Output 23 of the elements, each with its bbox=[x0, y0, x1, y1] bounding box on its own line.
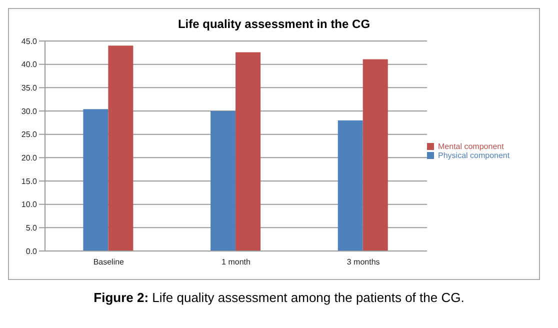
bar bbox=[338, 120, 363, 251]
y-tick-label: 35.0 bbox=[21, 84, 38, 93]
bar bbox=[108, 46, 134, 251]
y-tick-label: 30.0 bbox=[21, 106, 38, 116]
x-tick-label: 1 month bbox=[222, 258, 250, 267]
y-tick-label: 25.0 bbox=[21, 130, 38, 140]
y-tick-label: 10.0 bbox=[21, 200, 38, 210]
chart-title: Life quality assessment in the CG bbox=[176, 17, 372, 31]
x-tick-label: Baseline bbox=[93, 258, 125, 267]
y-tick-label: 0.0 bbox=[26, 246, 38, 256]
y-tick-label: 5.0 bbox=[26, 224, 38, 233]
y-tick-label: 15.0 bbox=[21, 176, 38, 186]
bar bbox=[362, 59, 388, 251]
bar bbox=[83, 109, 108, 251]
bar bbox=[236, 52, 261, 251]
caption: Figure 2: Life quality assessment among the patients of the CG. bbox=[92, 290, 466, 305]
legend-label: Mental component bbox=[438, 142, 504, 151]
y-tick-label: 45.0 bbox=[21, 36, 38, 46]
legend-label: Physical component bbox=[438, 151, 510, 160]
y-tick-label: 20.0 bbox=[21, 154, 38, 163]
x-tick-label: 3 months bbox=[346, 258, 380, 267]
y-tick-label: 40.0 bbox=[21, 60, 38, 70]
bar bbox=[210, 111, 236, 251]
